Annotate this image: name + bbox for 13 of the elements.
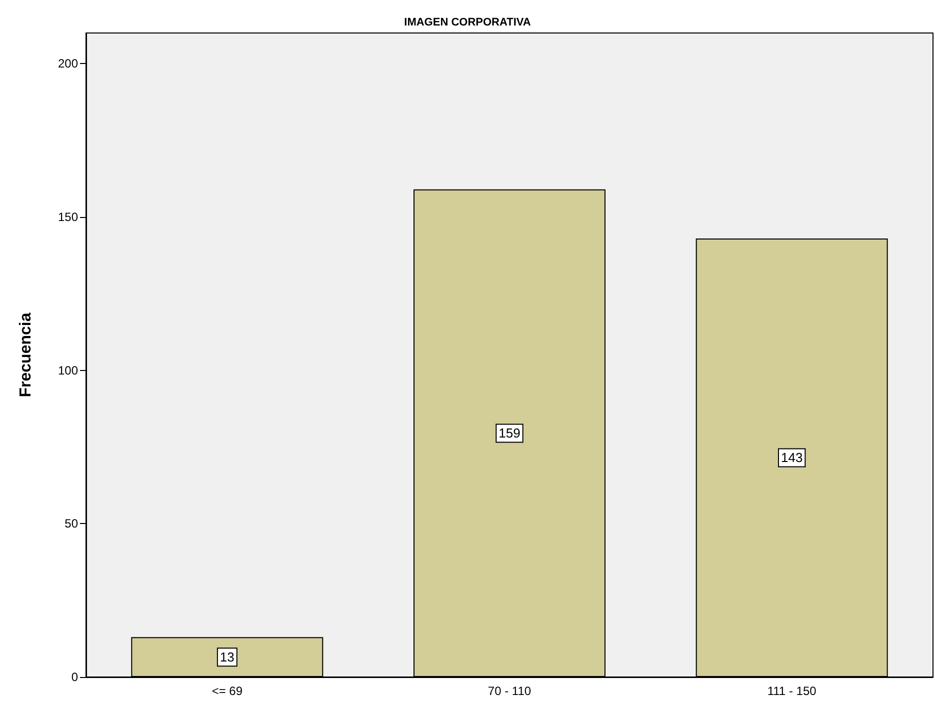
x-tick-label: 70 - 110 bbox=[488, 684, 532, 698]
y-tick-label: 0 bbox=[71, 670, 78, 684]
y-tick-label: 200 bbox=[58, 56, 78, 71]
y-tick-label: 50 bbox=[64, 516, 78, 531]
x-tick-label: <= 69 bbox=[212, 684, 243, 698]
y-axis-title: Frecuencia bbox=[18, 312, 34, 398]
chart-title: IMAGEN CORPORATIVA bbox=[404, 16, 531, 28]
data-label: 13 bbox=[220, 650, 234, 665]
y-tick-label: 150 bbox=[58, 210, 78, 224]
x-tick-label: 111 - 150 bbox=[767, 684, 817, 698]
data-label: 143 bbox=[780, 450, 803, 466]
data-label: 159 bbox=[498, 426, 520, 441]
y-tick-label: 100 bbox=[58, 363, 78, 378]
